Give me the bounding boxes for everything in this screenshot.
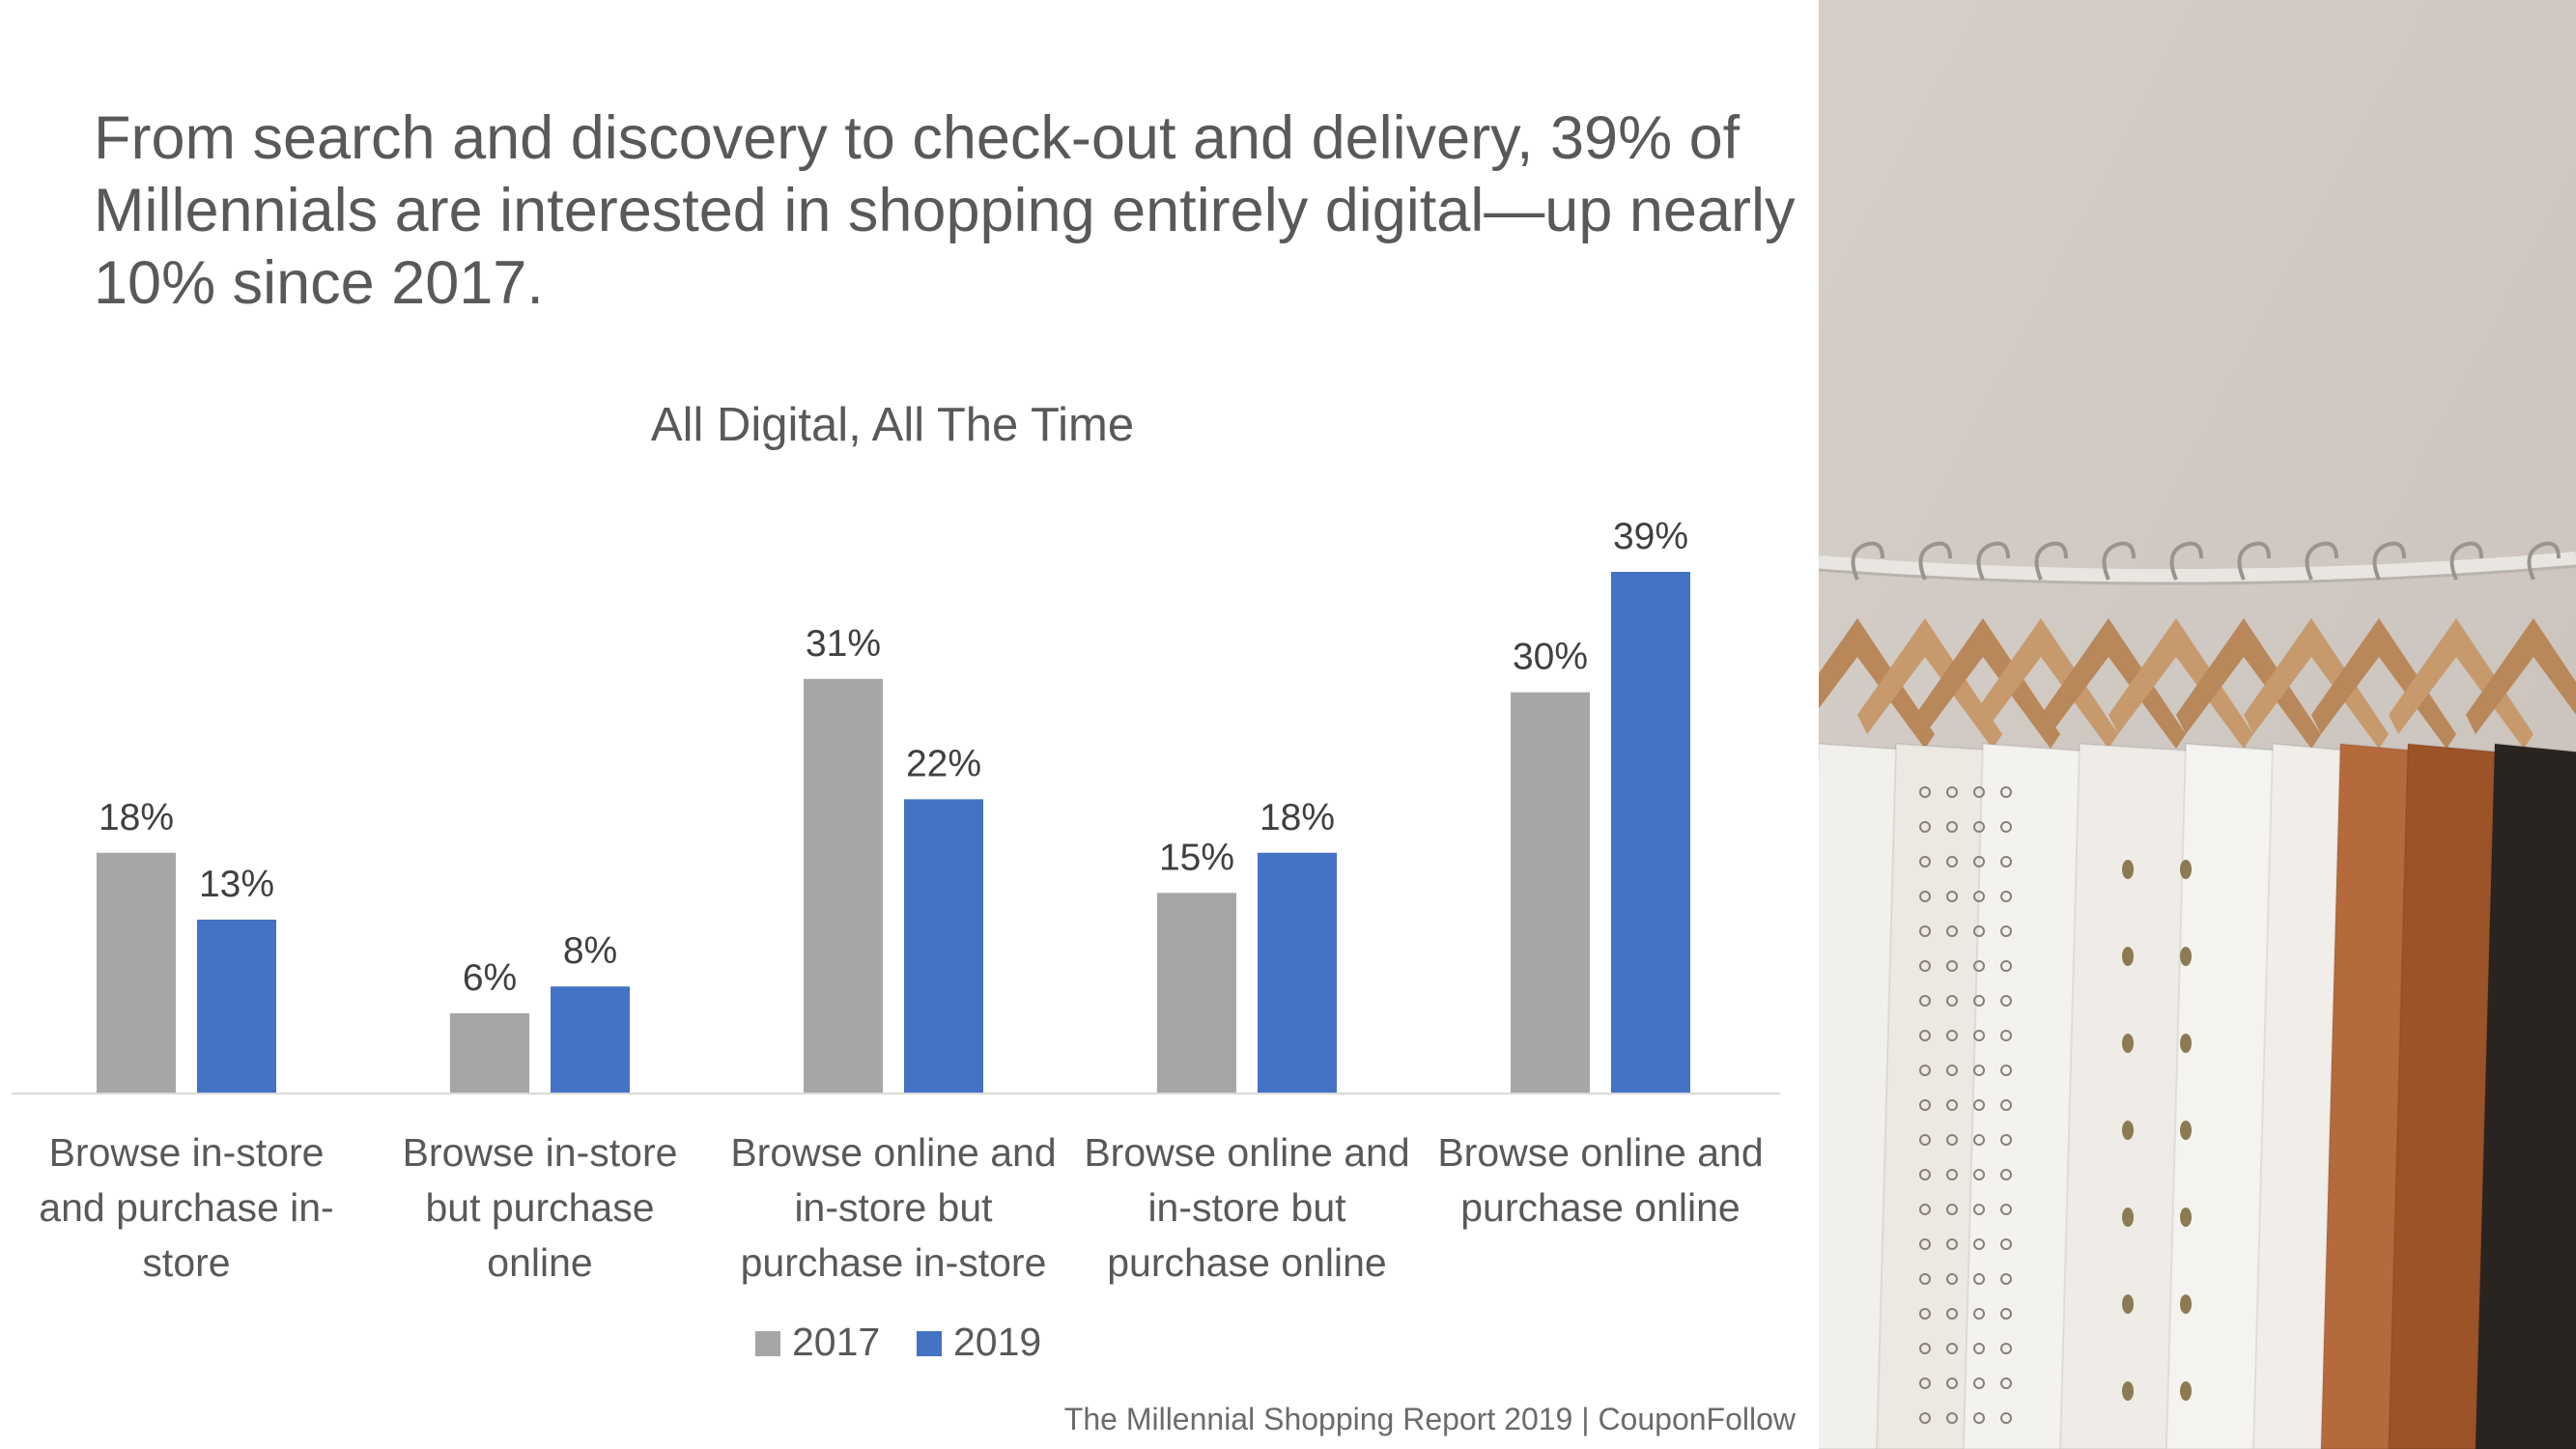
clothes-rack-photo [1819,0,2576,1449]
source-footer: The Millennial Shopping Report 2019 | Co… [1063,1402,1796,1436]
bar-2017-cat5 [1511,692,1590,1094]
legend-label-2017: 2017 [792,1320,880,1364]
value-label-2019-cat4: 18% [1260,797,1335,838]
legend-swatch-2017 [755,1331,780,1356]
legend-swatch-2019 [917,1331,942,1356]
value-label-2017-cat4: 15% [1159,837,1234,878]
category-label-cat4: in-store but [1147,1185,1346,1230]
category-label-cat3: purchase in-store [741,1240,1047,1285]
bar-2017-cat3 [804,678,883,1094]
value-label-2019-cat2: 8% [563,930,617,972]
slide-headline: From search and discovery to check-out a… [94,104,1796,317]
value-label-2017-cat1: 18% [99,797,174,838]
bar-2019-cat5 [1611,572,1690,1094]
value-labels-group: 18% 13% 6% 8% 31% 22% 15% 18% 30% 39% [99,516,1688,999]
bar-2019-cat4 [1258,852,1337,1094]
bar-2019-cat3 [904,799,983,1094]
category-label-cat1: Browse in-store [49,1130,325,1175]
bar-2017-cat4 [1157,893,1236,1094]
legend-label-2019: 2019 [953,1320,1041,1364]
category-label-cat1: store [142,1240,230,1285]
category-label-cat4: Browse online and [1084,1130,1409,1175]
value-label-2017-cat5: 30% [1513,637,1588,678]
bar-2017-cat2 [450,1012,529,1094]
bar-2017-cat1 [97,852,176,1094]
value-label-2019-cat3: 22% [906,743,981,784]
chart-title: All Digital, All The Time [651,399,1134,451]
category-label-cat2: Browse in-store [403,1130,678,1175]
bar-2019-cat2 [551,986,630,1094]
legend: 2017 2019 [755,1320,1041,1364]
value-label-2017-cat2: 6% [463,957,517,999]
category-label-cat5: Browse online and [1437,1130,1763,1175]
category-label-cat3: Browse online and [730,1130,1056,1175]
category-label-cat5: purchase online [1460,1185,1740,1230]
category-label-cat2: online [487,1240,592,1285]
value-label-2019-cat1: 13% [199,864,274,905]
category-label-cat3: in-store but [794,1185,993,1230]
value-label-2019-cat5: 39% [1613,516,1688,557]
value-label-2017-cat3: 31% [806,623,881,665]
bar-chart: All Digital, All The Time 18% 13% 6% 8% 31% 2… [12,399,1780,1364]
category-label-cat2: but purchase [425,1185,654,1230]
bars-group [97,572,1690,1094]
bar-2019-cat1 [197,920,276,1094]
category-label-cat4: purchase online [1107,1240,1386,1285]
category-labels-group: Browse in-store and purchase in-store Brow… [39,1130,1763,1285]
category-label-cat1: and purchase in- [39,1185,333,1230]
